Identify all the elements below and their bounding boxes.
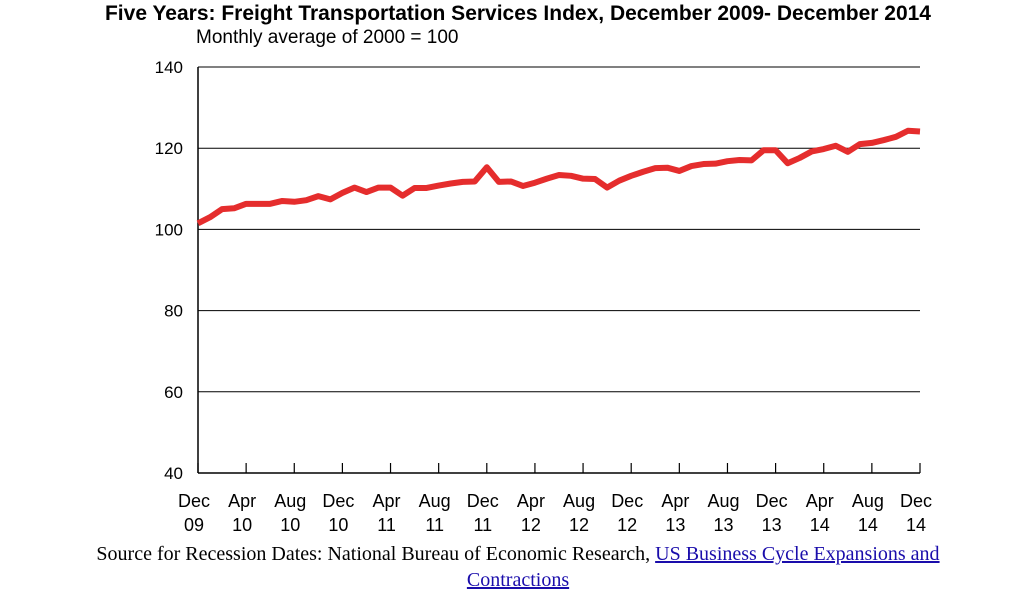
- x-tick-label-year: 13: [665, 515, 685, 535]
- x-tick-label-year: 10: [328, 515, 348, 535]
- chart-subtitle: Monthly average of 2000 = 100: [196, 27, 459, 48]
- y-tick-label: 40: [164, 464, 183, 483]
- y-tick-label: 140: [155, 58, 183, 77]
- y-tick-label: 120: [155, 139, 183, 158]
- x-tick-label-month: Aug: [563, 491, 595, 511]
- x-tick-label-year: 11: [377, 515, 396, 535]
- x-tick-label-year: 12: [569, 515, 589, 535]
- x-tick-label-year: 14: [810, 515, 830, 535]
- x-tick-label-year: 11: [425, 515, 444, 535]
- x-tick-label-month: Apr: [517, 491, 545, 511]
- source-text: Source for Recession Dates: National Bur…: [96, 543, 656, 565]
- x-tick-label-year: 10: [232, 515, 252, 535]
- y-tick-label: 100: [155, 220, 183, 239]
- x-tick-label-year: 14: [858, 515, 878, 535]
- y-tick-label: 60: [164, 383, 183, 402]
- x-tick-label-month: Apr: [373, 491, 401, 511]
- source-note: Source for Recession Dates: National Bur…: [0, 541, 1036, 593]
- x-tick-label-year: 12: [617, 515, 637, 535]
- x-tick-label-year: 09: [184, 515, 204, 535]
- x-tick-label-month: Apr: [806, 491, 834, 511]
- x-tick-label-month: Dec: [322, 491, 354, 511]
- x-tick-label-month: Dec: [611, 491, 643, 511]
- x-tick-label-month: Aug: [852, 491, 884, 511]
- x-tick-label-month: Apr: [661, 491, 689, 511]
- x-tick-label-month: Dec: [178, 491, 210, 511]
- x-tick-label-year: 14: [906, 515, 926, 535]
- x-tick-label-month: Aug: [707, 491, 739, 511]
- x-tick-label-month: Apr: [228, 491, 256, 511]
- recession-dates-link-cont[interactable]: Contractions: [466, 569, 570, 591]
- recession-dates-link[interactable]: US Business Cycle Expansions and: [655, 543, 940, 565]
- x-tick-label-month: Dec: [756, 491, 788, 511]
- x-tick-label-year: 10: [280, 515, 300, 535]
- x-tick-label-month: Aug: [274, 491, 306, 511]
- series-line: [196, 127, 921, 226]
- y-tick-label: 80: [164, 302, 183, 321]
- freight-index-chart: 40 60 80 100 120 140 Dec 09 Apr 10 Aug 10 Dec 10 Apr 11…: [155, 58, 932, 535]
- x-tick-label-month: Aug: [419, 491, 451, 511]
- x-tick-label-year: 13: [762, 515, 782, 535]
- chart-title: Five Years: Freight Transportation Servi…: [104, 2, 931, 25]
- x-tick-label-month: Dec: [467, 491, 499, 511]
- x-tick-label-year: 11: [473, 515, 492, 535]
- x-tick-label-year: 13: [713, 515, 733, 535]
- x-tick-label-month: Dec: [900, 491, 932, 511]
- x-tick-label-year: 12: [521, 515, 541, 535]
